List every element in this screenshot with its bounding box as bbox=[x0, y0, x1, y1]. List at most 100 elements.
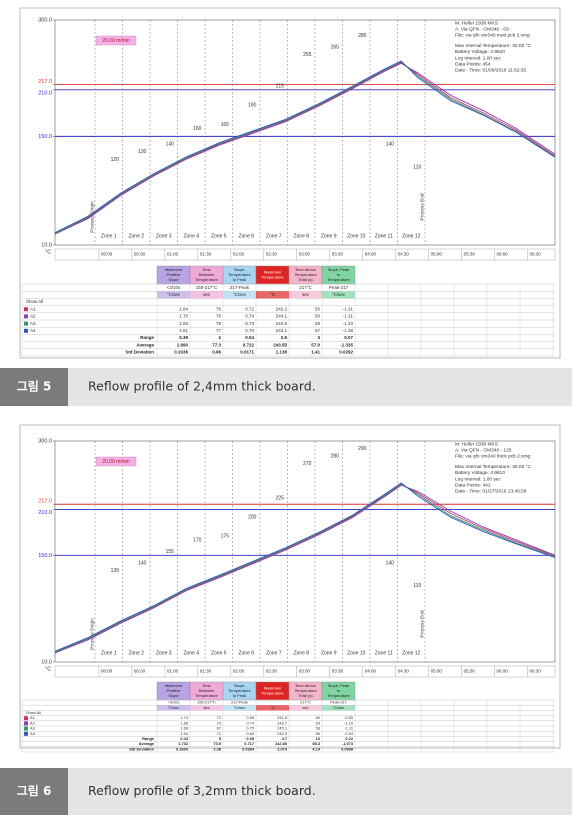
table-cell: 58 bbox=[315, 314, 321, 319]
probe-checkbox[interactable] bbox=[24, 328, 28, 333]
stat-cell: -1.073 bbox=[342, 741, 354, 746]
unit-cell bbox=[289, 291, 322, 299]
y-tick-label: 10.0 bbox=[41, 242, 52, 248]
stat-cell: 0.22 bbox=[345, 736, 353, 741]
stat-cell: 0.0998 bbox=[341, 746, 354, 751]
profile-line bbox=[54, 482, 556, 652]
zone-setpoint: 110 bbox=[413, 165, 421, 171]
x-tick-label: 06:30 bbox=[530, 669, 542, 674]
table-unit: sec bbox=[203, 292, 211, 297]
table-cell: 0.75 bbox=[246, 726, 254, 731]
unit-cell bbox=[223, 705, 256, 711]
y-unit: °C bbox=[45, 666, 51, 672]
table-header: Slope: Peak bbox=[328, 267, 350, 272]
stat-label: Std Deviation bbox=[125, 350, 154, 355]
stat-cell: 1.732 bbox=[178, 741, 189, 746]
table-header: Time Above bbox=[295, 683, 317, 688]
info-line: M: Heller 1936 MKS bbox=[455, 20, 498, 26]
x-tick-label: 02:00 bbox=[233, 669, 245, 674]
table-cell: -1.16 bbox=[344, 720, 353, 725]
zone-label: Zone 2 bbox=[128, 650, 144, 656]
profile-line bbox=[54, 483, 556, 653]
zone-setpoint: 200 bbox=[248, 515, 257, 521]
zone-setpoint: 290 bbox=[358, 446, 367, 452]
x-tick-label: 04:30 bbox=[398, 669, 410, 674]
stat-cell: 2.6 bbox=[281, 335, 288, 340]
table-unit: sec bbox=[203, 705, 209, 710]
stat-label: Range bbox=[142, 736, 155, 741]
zone-label: Zone 3 bbox=[156, 650, 172, 656]
table-cell: 71 bbox=[217, 731, 221, 736]
row-label: A4 bbox=[30, 731, 36, 736]
y-tick-label: 217.0 bbox=[38, 499, 52, 505]
table-cell: 60 bbox=[316, 715, 321, 720]
table-cell: 242.2 bbox=[276, 306, 288, 311]
table-header: Time bbox=[202, 683, 212, 688]
y-tick-label: 10.0 bbox=[41, 659, 52, 665]
table-criteria: 150-217°C bbox=[196, 285, 218, 290]
zone-setpoint: 120 bbox=[111, 157, 120, 163]
table-header: Between bbox=[199, 272, 215, 277]
probe-checkbox[interactable] bbox=[24, 716, 28, 721]
stat-label: Std Deviation bbox=[129, 746, 154, 751]
zone-label: Zone 8 bbox=[293, 233, 309, 239]
probe-checkbox[interactable] bbox=[24, 721, 28, 726]
unit-cell bbox=[289, 705, 322, 711]
show-all[interactable]: Show All bbox=[26, 299, 43, 304]
info-line: Date - Time: 01/06/2016 11:52:35 bbox=[455, 68, 526, 74]
zone-setpoint: 140 bbox=[386, 560, 395, 566]
table-criteria: 150-217°C bbox=[197, 700, 216, 705]
unit-cell bbox=[190, 291, 223, 299]
table-header: Time bbox=[202, 267, 212, 272]
stat-cell: 3 bbox=[317, 335, 320, 340]
zone-label: Zone 9 bbox=[321, 233, 337, 239]
zone-label: Zone 6 bbox=[238, 650, 254, 656]
profile-line bbox=[54, 61, 556, 234]
stat-cell: 0.96 bbox=[212, 350, 221, 355]
probe-checkbox[interactable] bbox=[24, 307, 28, 312]
stat-cell: 0.722 bbox=[243, 342, 255, 347]
stat-cell: 2.38 bbox=[213, 746, 221, 751]
table-criteria: <3/10s bbox=[168, 700, 180, 705]
x-tick-label: 04:00 bbox=[365, 669, 377, 674]
x-tick-label: 01:30 bbox=[200, 252, 212, 257]
info-line: Max Internal Temperature: 32.00 °C bbox=[455, 43, 531, 49]
zone-setpoint: 190 bbox=[248, 103, 257, 109]
row-label: A3 bbox=[30, 726, 35, 731]
info-line: File: via qfn om340 mod pcb 2.xmg bbox=[455, 33, 530, 39]
probe-checkbox[interactable] bbox=[24, 726, 28, 731]
stat-label: Average bbox=[139, 741, 155, 746]
table-cell: 72 bbox=[217, 720, 221, 725]
zone-setpoint: 140 bbox=[138, 560, 147, 566]
table-cell: -1.31 bbox=[343, 306, 354, 311]
zone-label: Zone 12 bbox=[402, 650, 421, 656]
row-label: A2 bbox=[30, 314, 36, 319]
plot-area bbox=[54, 19, 556, 246]
x-tick-label: 03:30 bbox=[332, 669, 344, 674]
profile-line bbox=[54, 62, 556, 234]
y-tick-label: 300.0 bbox=[38, 17, 52, 23]
y-tick-label: 150.0 bbox=[38, 553, 52, 559]
probe-checkbox[interactable] bbox=[24, 321, 28, 326]
stat-cell: 0.0171 bbox=[240, 350, 254, 355]
zone-setpoint: 270 bbox=[303, 461, 312, 467]
show-all[interactable]: Show All bbox=[26, 710, 41, 715]
profile-line bbox=[54, 484, 556, 654]
zone-label: Zone 1 bbox=[101, 233, 117, 239]
table-cell: 56 bbox=[316, 731, 320, 736]
zone-setpoint: 160 bbox=[193, 126, 202, 132]
table-criteria: Peak-217 bbox=[330, 700, 347, 705]
x-tick-label: 05:30 bbox=[464, 669, 476, 674]
x-tick-label: 01:00 bbox=[167, 669, 179, 674]
probe-checkbox[interactable] bbox=[24, 314, 28, 319]
y-tick-label: 217.0 bbox=[38, 79, 52, 85]
zone-setpoint: 110 bbox=[413, 583, 421, 589]
table-header: Maximum bbox=[264, 686, 282, 691]
zone-setpoint: 170 bbox=[193, 537, 202, 543]
probe-checkbox[interactable] bbox=[24, 731, 28, 736]
row-label: A1 bbox=[30, 306, 36, 311]
stat-cell: 1.690 bbox=[177, 342, 189, 347]
y-unit: °C bbox=[45, 249, 51, 255]
table-cell: 76 bbox=[216, 306, 222, 311]
unit-cell bbox=[322, 291, 355, 299]
